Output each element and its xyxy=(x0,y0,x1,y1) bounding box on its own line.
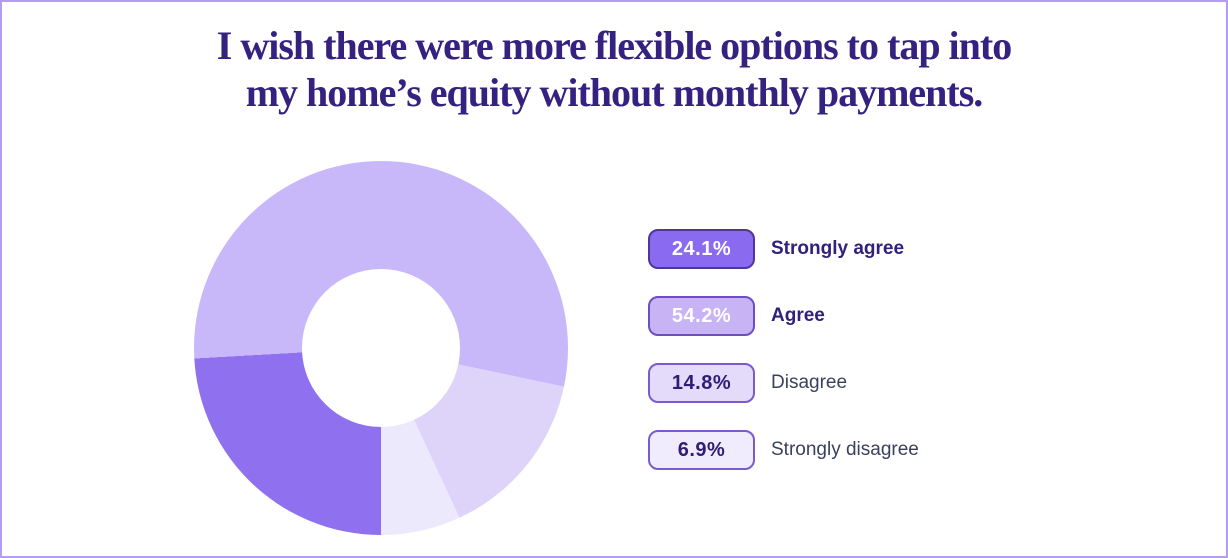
percentage-badge: 6.9% xyxy=(648,430,755,470)
legend-label: Strongly disagree xyxy=(771,439,919,460)
legend-item-strongly-agree: 24.1% Strongly agree xyxy=(648,229,919,269)
chart-title: I wish there were more flexible options … xyxy=(2,22,1226,116)
donut-chart xyxy=(194,161,568,535)
chart-legend: 24.1% Strongly agree 54.2% Agree 14.8% D… xyxy=(648,229,919,470)
legend-item-disagree: 14.8% Disagree xyxy=(648,363,919,403)
legend-item-agree: 54.2% Agree xyxy=(648,296,919,336)
legend-label: Disagree xyxy=(771,372,848,393)
legend-label: Agree xyxy=(771,305,825,326)
legend-item-strongly-disagree: 6.9% Strongly disagree xyxy=(648,430,919,470)
percentage-badge: 54.2% xyxy=(648,296,755,336)
percentage-badge: 14.8% xyxy=(648,363,755,403)
chart-title-line-2: my home’s equity without monthly payment… xyxy=(245,70,984,116)
chart-title-line-1: I wish there were more flexible options … xyxy=(216,23,1013,68)
legend-label: Strongly agree xyxy=(771,238,905,259)
percentage-badge: 24.1% xyxy=(648,229,755,269)
